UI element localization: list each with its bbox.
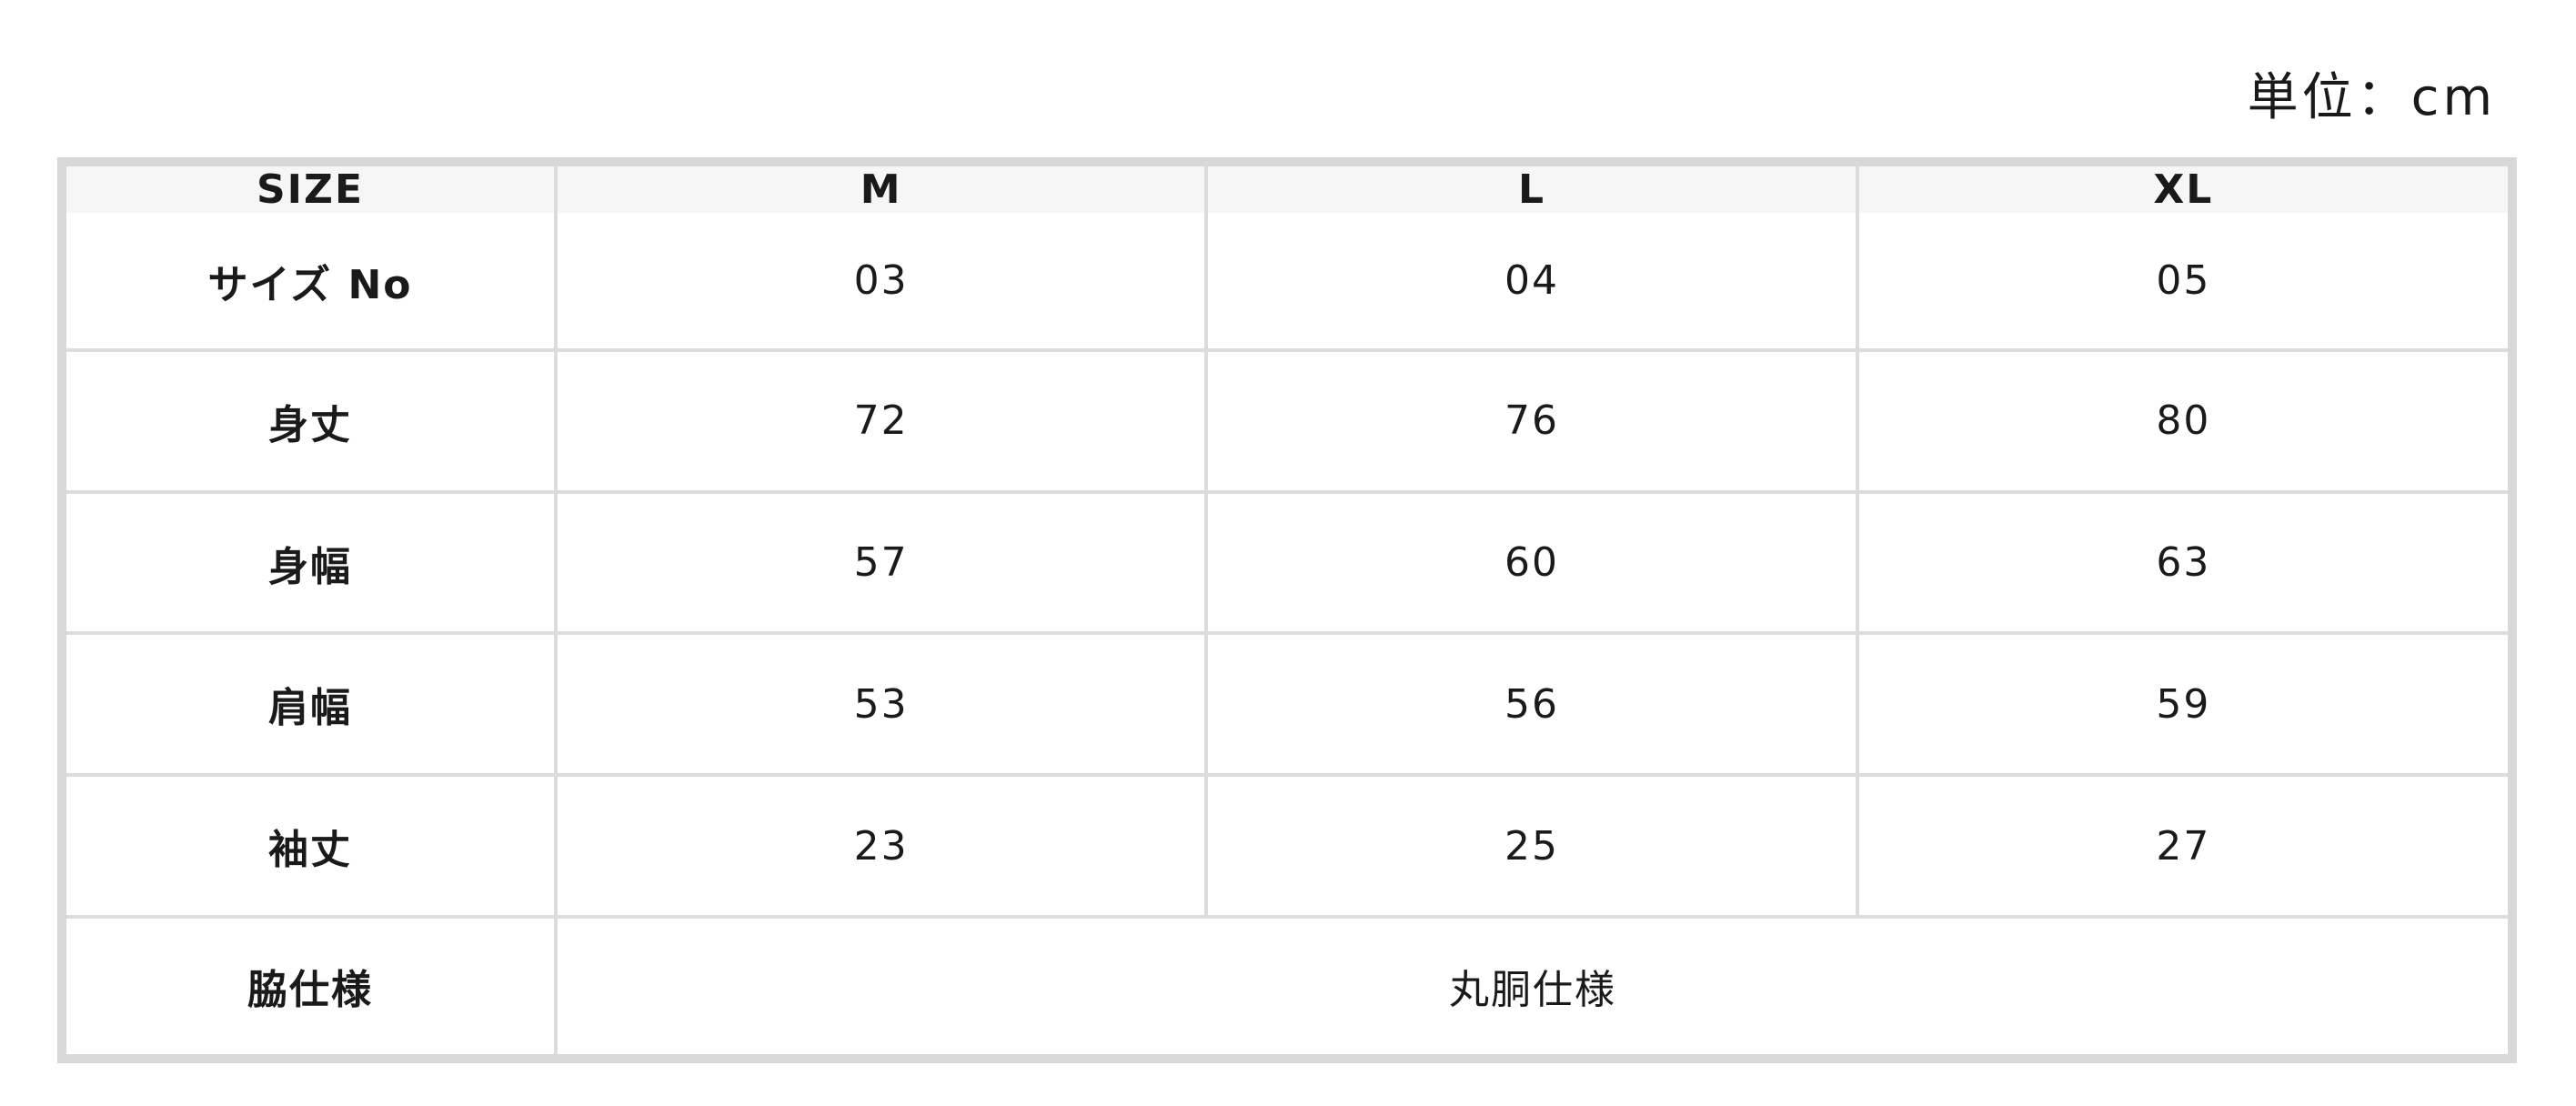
cell: 76 xyxy=(1204,348,1859,494)
cell: 53 xyxy=(553,631,1209,778)
table-row-side-spec: 脇仕様 丸胴仕様 xyxy=(66,914,2508,1054)
cell: 23 xyxy=(553,773,1209,919)
table-row: 身丈 72 76 80 xyxy=(66,348,2508,494)
cell: 04 xyxy=(1204,213,1859,353)
header-m: M xyxy=(553,166,1209,213)
cell: 25 xyxy=(1204,773,1859,919)
row-label: 身幅 xyxy=(66,489,558,636)
cell: 80 xyxy=(1855,348,2508,494)
cell: 63 xyxy=(1855,489,2508,636)
unit-label: 単位：cm xyxy=(2247,68,2496,127)
cell: 56 xyxy=(1204,631,1859,778)
cell: 59 xyxy=(1855,631,2508,778)
cell: 05 xyxy=(1855,213,2508,353)
cell: 60 xyxy=(1204,489,1859,636)
header-size: SIZE xyxy=(66,166,558,213)
cell: 72 xyxy=(553,348,1209,494)
header-l: L xyxy=(1204,166,1859,213)
row-label: 袖丈 xyxy=(66,773,558,919)
row-label: サイズ No xyxy=(66,213,558,353)
table-row: サイズ No 03 04 05 xyxy=(66,213,2508,353)
table-row: 袖丈 23 25 27 xyxy=(66,773,2508,919)
row-label: 脇仕様 xyxy=(66,914,558,1054)
size-chart-table: SIZE M L XL サイズ No 03 04 05 身丈 72 76 80 … xyxy=(57,157,2517,1063)
table-header-row: SIZE M L XL xyxy=(66,166,2508,213)
cell: 03 xyxy=(553,213,1209,353)
table-row: 身幅 57 60 63 xyxy=(66,489,2508,636)
cell: 57 xyxy=(553,489,1209,636)
side-spec-value: 丸胴仕様 xyxy=(554,914,2508,1054)
cell: 27 xyxy=(1855,773,2508,919)
table-row: 肩幅 53 56 59 xyxy=(66,631,2508,778)
row-label: 身丈 xyxy=(66,348,558,494)
row-label: 肩幅 xyxy=(66,631,558,778)
header-xl: XL xyxy=(1855,166,2508,213)
